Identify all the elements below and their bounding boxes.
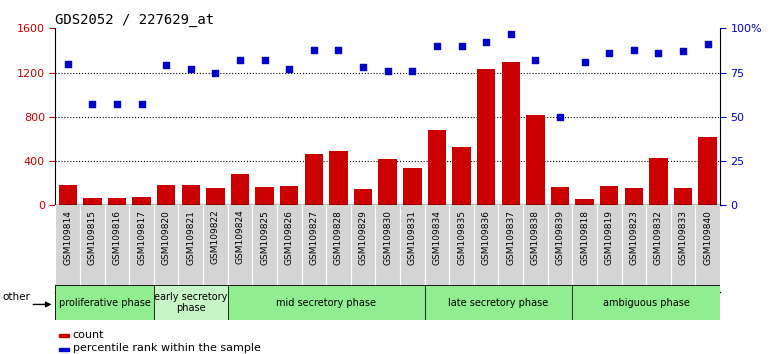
Bar <box>305 154 323 205</box>
Text: early secretory
phase: early secretory phase <box>154 292 227 314</box>
Point <box>111 102 123 107</box>
Bar <box>674 188 692 205</box>
Bar <box>600 186 618 205</box>
Text: GSM109836: GSM109836 <box>482 210 490 265</box>
Text: proliferative phase: proliferative phase <box>59 298 151 308</box>
Point <box>578 59 591 65</box>
Bar <box>182 185 200 205</box>
Point <box>455 43 467 49</box>
Point <box>62 61 74 67</box>
Point <box>504 31 517 36</box>
Text: GSM109820: GSM109820 <box>162 210 171 264</box>
Text: GSM109818: GSM109818 <box>580 210 589 265</box>
Text: GSM109821: GSM109821 <box>186 210 196 264</box>
Point <box>234 57 246 63</box>
Text: GSM109834: GSM109834 <box>433 210 441 264</box>
Point <box>333 47 345 52</box>
Point <box>86 102 99 107</box>
Bar <box>575 199 594 205</box>
Text: GSM109822: GSM109822 <box>211 210 220 264</box>
Text: GSM109817: GSM109817 <box>137 210 146 265</box>
Bar <box>157 185 176 205</box>
Text: GSM109832: GSM109832 <box>654 210 663 264</box>
Text: GSM109831: GSM109831 <box>408 210 417 265</box>
Bar <box>427 130 446 205</box>
Text: GSM109837: GSM109837 <box>506 210 515 265</box>
Bar <box>83 198 102 205</box>
Point <box>603 50 615 56</box>
Point <box>357 64 370 70</box>
Bar <box>59 348 69 351</box>
Bar <box>501 62 520 205</box>
Point <box>136 102 148 107</box>
Point <box>185 66 197 72</box>
Point <box>480 40 492 45</box>
Point <box>677 48 689 54</box>
Text: GSM109825: GSM109825 <box>260 210 269 264</box>
Bar <box>132 197 151 205</box>
Text: percentile rank within the sample: percentile rank within the sample <box>72 343 260 353</box>
Text: GSM109816: GSM109816 <box>112 210 122 265</box>
Bar <box>154 285 228 320</box>
Point <box>652 50 665 56</box>
Bar <box>354 189 373 205</box>
Text: GSM109823: GSM109823 <box>629 210 638 264</box>
Text: GDS2052 / 227629_at: GDS2052 / 227629_at <box>55 13 215 27</box>
Bar <box>330 151 348 205</box>
Point <box>283 66 296 72</box>
Text: GSM109819: GSM109819 <box>604 210 614 265</box>
Bar <box>59 334 69 337</box>
Point <box>554 114 566 120</box>
Text: GSM109838: GSM109838 <box>531 210 540 265</box>
Text: count: count <box>72 330 104 340</box>
Point <box>430 43 443 49</box>
Bar <box>649 158 668 205</box>
Bar <box>551 187 569 205</box>
Bar <box>526 115 544 205</box>
Text: GSM109827: GSM109827 <box>310 210 318 264</box>
Bar <box>424 285 572 320</box>
Bar <box>108 198 126 205</box>
Bar <box>624 188 643 205</box>
Bar <box>403 168 421 205</box>
Bar <box>698 137 717 205</box>
Point <box>259 57 271 63</box>
Text: other: other <box>3 292 31 302</box>
Text: GSM109829: GSM109829 <box>359 210 367 264</box>
Point <box>406 68 418 74</box>
Bar <box>228 285 424 320</box>
Text: GSM109814: GSM109814 <box>63 210 72 264</box>
Bar <box>55 285 154 320</box>
Bar <box>452 147 470 205</box>
Text: ambiguous phase: ambiguous phase <box>603 298 690 308</box>
Point <box>160 63 172 68</box>
Bar <box>231 175 249 205</box>
Bar <box>206 188 225 205</box>
Text: GSM109840: GSM109840 <box>703 210 712 264</box>
Point <box>308 47 320 52</box>
Text: mid secretory phase: mid secretory phase <box>276 298 377 308</box>
Bar <box>379 159 397 205</box>
Text: GSM109830: GSM109830 <box>383 210 392 265</box>
Text: GSM109833: GSM109833 <box>678 210 688 265</box>
Point <box>529 57 541 63</box>
Point <box>209 70 222 75</box>
Text: GSM109826: GSM109826 <box>285 210 293 264</box>
Bar <box>59 185 77 205</box>
Point <box>381 68 393 74</box>
Text: GSM109815: GSM109815 <box>88 210 97 265</box>
Point <box>628 47 640 52</box>
Bar <box>256 187 274 205</box>
Text: GSM109839: GSM109839 <box>555 210 564 265</box>
Text: GSM109824: GSM109824 <box>236 210 245 264</box>
Text: GSM109828: GSM109828 <box>334 210 343 264</box>
Point <box>701 41 714 47</box>
Text: GSM109835: GSM109835 <box>457 210 466 265</box>
Text: late secretory phase: late secretory phase <box>448 298 548 308</box>
Bar <box>280 186 299 205</box>
Bar <box>477 69 495 205</box>
Bar <box>572 285 720 320</box>
